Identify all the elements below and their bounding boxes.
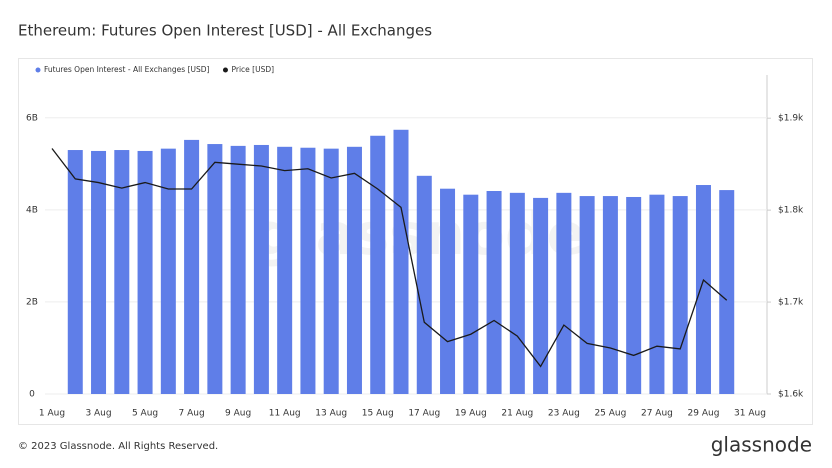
bar [323, 148, 339, 394]
y2-tick-label: $1.9k [778, 114, 804, 124]
bar [207, 144, 223, 394]
x-tick-label: 21 Aug [501, 409, 533, 419]
x-tick-label: 13 Aug [315, 409, 347, 419]
bar [672, 196, 688, 394]
x-tick-label: 11 Aug [269, 409, 301, 419]
bar [230, 145, 246, 394]
legend-label: Price [USD] [231, 65, 274, 74]
bar [416, 175, 432, 394]
bar [346, 146, 362, 394]
bar [533, 197, 549, 394]
price-line [51, 148, 728, 368]
y-tick-label: 2B [26, 297, 38, 307]
footer: © 2023 Glassnode. All Rights Reserved. [18, 441, 218, 452]
x-tick-label: 25 Aug [594, 409, 626, 419]
legend-marker [35, 67, 41, 73]
x-tick-label: 15 Aug [362, 409, 394, 419]
chart-title: Ethereum: Futures Open Interest [USD] - … [18, 22, 432, 40]
x-tick-label: 3 Aug [85, 409, 111, 419]
bar [137, 150, 153, 394]
bar [719, 190, 735, 394]
bar [114, 150, 130, 394]
bar [393, 129, 409, 394]
bar [626, 196, 642, 394]
bar [184, 139, 200, 394]
y2-tick-label: $1.8k [778, 206, 804, 216]
x-tick-label: 31 Aug [734, 409, 766, 419]
x-tick-label: 23 Aug [548, 409, 580, 419]
bar [300, 147, 316, 394]
x-tick-label: 29 Aug [688, 409, 720, 419]
bar [602, 196, 618, 394]
bar [160, 148, 176, 394]
x-tick-label: 7 Aug [179, 409, 205, 419]
x-tick-label: 27 Aug [641, 409, 673, 419]
bar [440, 188, 456, 394]
x-tick-label: 9 Aug [225, 409, 251, 419]
bar [463, 194, 479, 394]
legend-label: Futures Open Interest - All Exchanges [U… [44, 65, 210, 74]
y-tick-label: 4B [26, 205, 38, 215]
bar [556, 192, 572, 394]
bar [253, 144, 269, 394]
bar [370, 135, 386, 394]
x-tick-label: 5 Aug [132, 409, 158, 419]
x-tick-label: 17 Aug [408, 409, 440, 419]
y2-tick-label: $1.7k [778, 298, 804, 308]
bar [91, 150, 107, 394]
bar [649, 194, 665, 394]
bar [695, 185, 711, 394]
legend-marker [222, 67, 228, 73]
bar [486, 191, 502, 394]
bar [509, 192, 525, 394]
y2-tick-label: $1.6k [778, 390, 804, 400]
y-tick-label: 6B [26, 113, 38, 123]
bar [579, 196, 595, 394]
x-tick-label: 1 Aug [39, 409, 65, 419]
x-tick-label: 19 Aug [455, 409, 487, 419]
bar [67, 150, 83, 394]
bar [277, 146, 293, 394]
chart-frame [18, 58, 813, 425]
y-tick-label: 0 [29, 390, 35, 400]
brand-logo: glassnode [711, 433, 812, 457]
